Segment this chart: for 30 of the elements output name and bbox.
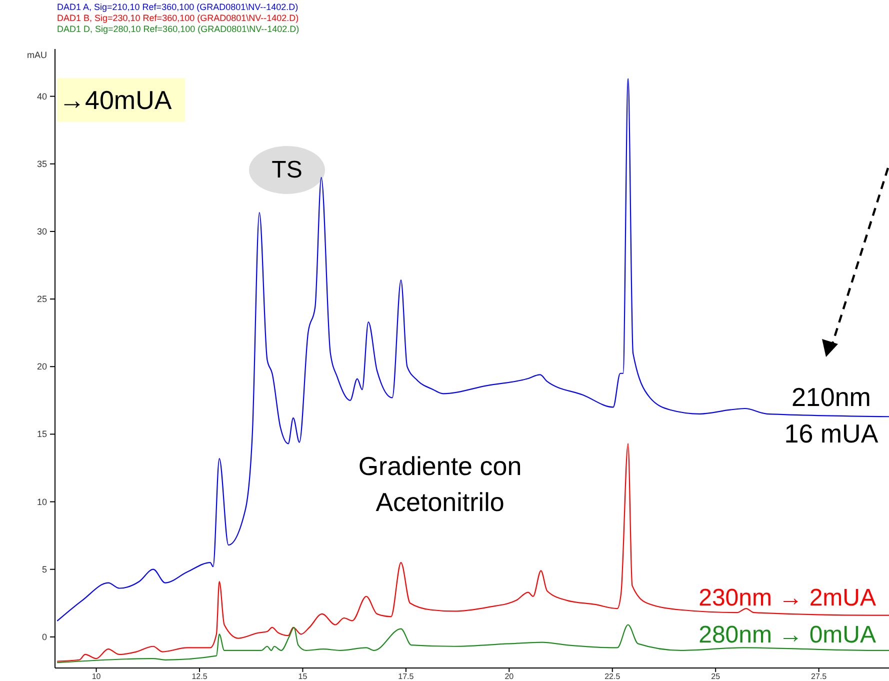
x-tick-label: 22.5 bbox=[604, 672, 621, 681]
y-axis-title: mAU bbox=[27, 50, 47, 60]
y-tick-label: 10 bbox=[36, 496, 47, 507]
x-tick-label: 15 bbox=[298, 672, 308, 681]
x-tick-label: 17.5 bbox=[398, 672, 414, 681]
x-tick-label: 20 bbox=[504, 672, 514, 681]
y-tick-label: 35 bbox=[36, 158, 47, 169]
y-tick-label: 5 bbox=[42, 564, 47, 574]
y-tick-label: 25 bbox=[36, 294, 47, 304]
y-tick-label: 20 bbox=[36, 362, 47, 372]
line-series bbox=[56, 443, 889, 662]
y-tick-label: 15 bbox=[36, 429, 47, 440]
annotation: 280nm → 0mUA bbox=[698, 622, 876, 648]
annotation: Gradiente con Acetonitrilo bbox=[358, 450, 522, 518]
x-tick-label: 10 bbox=[92, 672, 102, 681]
x-tick-label: 12.5 bbox=[192, 672, 208, 681]
line-series bbox=[56, 624, 889, 664]
y-tick-label: 40 bbox=[36, 91, 47, 102]
x-tick-label: 27.5 bbox=[811, 672, 828, 681]
y-tick-label: 0 bbox=[42, 632, 47, 642]
annotation: →40mUA bbox=[59, 85, 172, 115]
annotation: TS bbox=[272, 156, 302, 184]
x-tick-label: 25 bbox=[711, 672, 721, 681]
text: DAD1 B, Sig=230,10 Ref=360,100 (GRAD0801\NV--1402.D) bbox=[57, 13, 299, 23]
text: DAD1 A, Sig=210,10 Ref=360,100 (GRAD0801\NV--1402.D) bbox=[57, 2, 298, 12]
annotation: 210nm 16 mUA bbox=[784, 382, 879, 448]
y-tick-label: 30 bbox=[36, 226, 47, 236]
annotation: 230nm → 2mUA bbox=[698, 584, 876, 612]
line-series bbox=[56, 78, 889, 622]
text: DAD1 D, Sig=280,10 Ref=360,100 (GRAD0801\NV--1402.D) bbox=[57, 24, 300, 34]
